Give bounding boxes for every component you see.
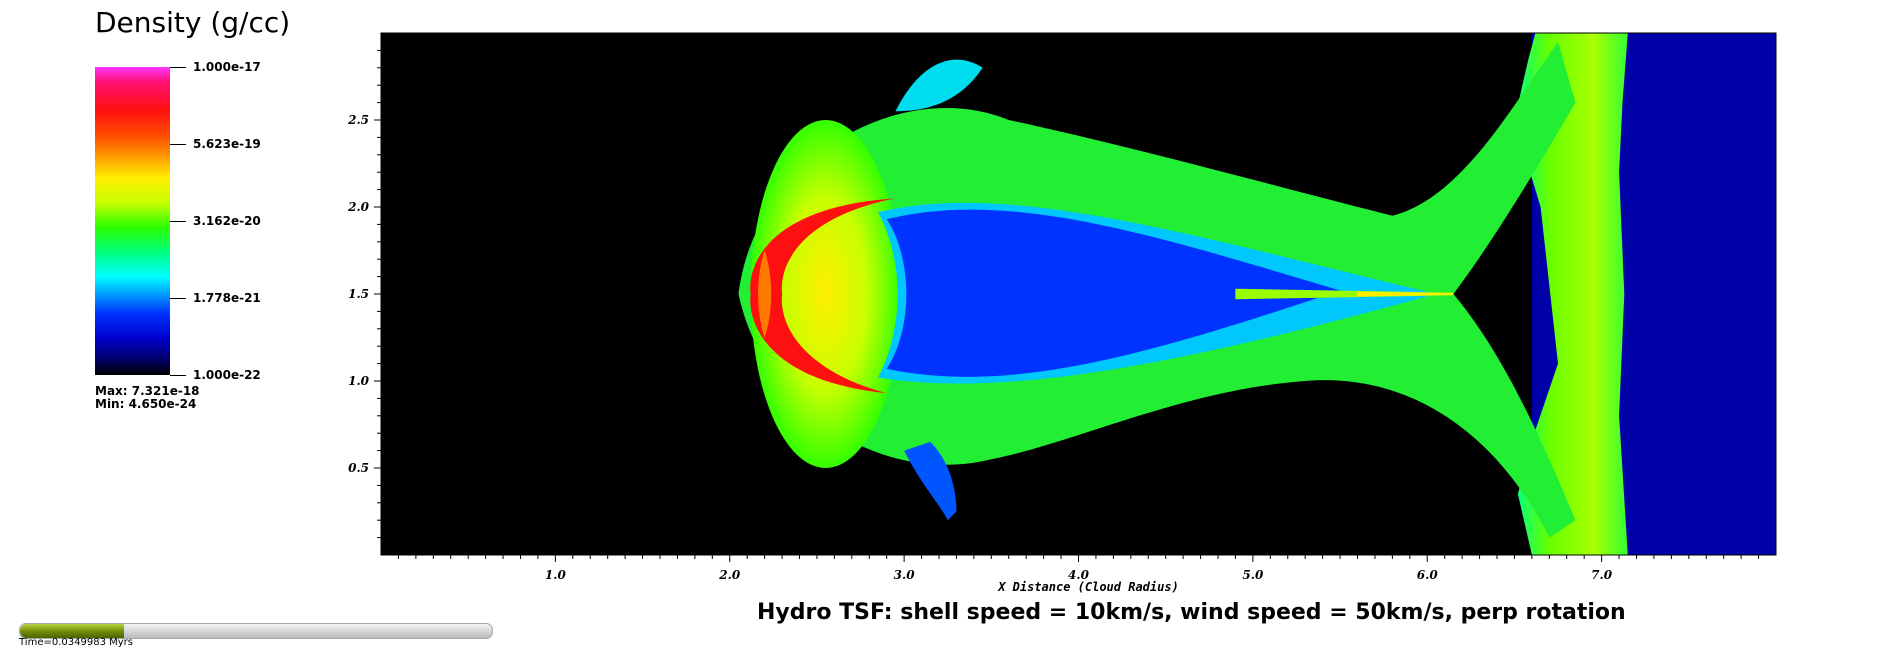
y-tick-label: 1.5 <box>348 287 369 301</box>
plot-title: Hydro TSF: shell speed = 10km/s, wind sp… <box>757 600 1626 625</box>
min-value: Min: 4.650e-24 <box>95 397 197 411</box>
colorbar-label: 5.623e-19 <box>193 137 261 151</box>
colorbar-title: Density (g/cc) <box>95 6 291 39</box>
low-density-cavity <box>886 209 1341 377</box>
x-tick-label: 5.0 <box>1242 568 1264 582</box>
y-tick-label: 0.5 <box>348 461 369 475</box>
dense-rim <box>750 198 896 394</box>
x-tick-label: 2.0 <box>718 568 741 582</box>
colorbar-label: 1.000e-22 <box>193 368 261 382</box>
y-tick-label: 2.5 <box>347 113 369 127</box>
colorbar-tick <box>170 375 186 376</box>
x-axis-label: X Distance (Cloud Radius) <box>997 580 1179 594</box>
time-label: Time=0.0349983 Myrs <box>19 637 133 648</box>
x-tick-label: 6.0 <box>1417 568 1439 582</box>
max-value: Max: 7.321e-18 <box>95 384 200 398</box>
x-tick-label: 7.0 <box>1591 568 1613 582</box>
x-tick-label: 4.0 <box>1068 568 1090 582</box>
upper-filament <box>895 59 983 112</box>
plot-axes: 1.0 2.0 3.0 4.0 5.0 6.0 7.0 0.5 1.0 1.5 2.0 2.5 X Di… <box>347 32 1777 594</box>
colorbar-tick <box>170 221 186 222</box>
y-tick-label: 1.0 <box>348 374 370 388</box>
central-jet-core <box>1357 291 1454 297</box>
colorbar-tick <box>170 144 186 145</box>
colorbar-label: 3.162e-20 <box>193 214 261 228</box>
shocked-shell <box>750 120 901 468</box>
colorbar-tick <box>170 298 186 299</box>
y-tick-label: 2.0 <box>347 200 370 214</box>
time-progress-fill <box>20 624 124 638</box>
x-tick-label: 1.0 <box>545 568 567 582</box>
colorbar-label: 1.000e-17 <box>193 60 261 74</box>
rim-hotspot <box>758 250 772 338</box>
lower-filament <box>904 441 957 521</box>
colorbar-label: 1.778e-21 <box>193 291 261 305</box>
x-tick-label: 3.0 <box>894 568 916 582</box>
colorbar <box>95 67 170 375</box>
colorbar-tick <box>170 67 186 68</box>
time-progress-bar <box>19 623 493 639</box>
shell-band <box>1514 33 1628 555</box>
central-jet <box>1235 288 1454 300</box>
heatmap-image <box>381 33 1776 555</box>
